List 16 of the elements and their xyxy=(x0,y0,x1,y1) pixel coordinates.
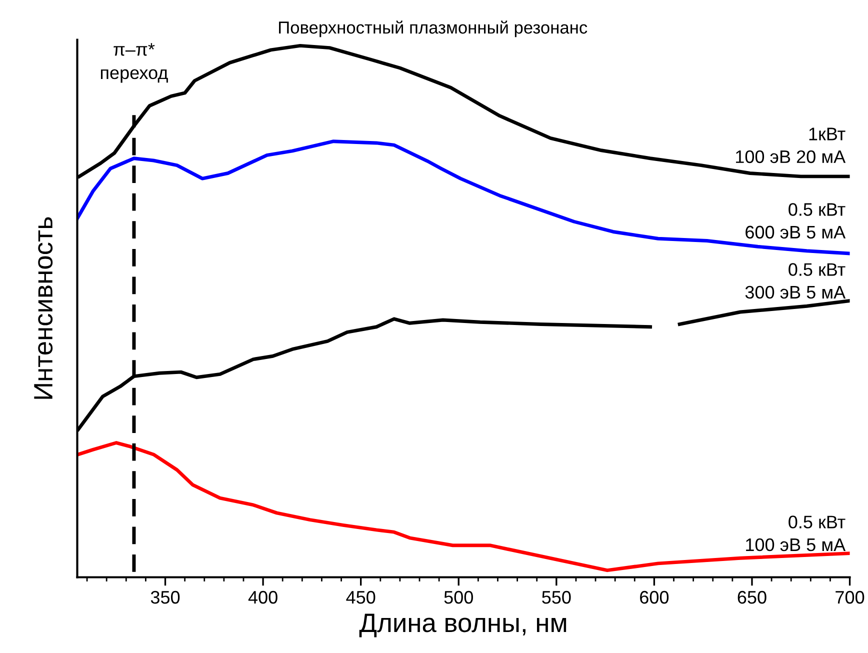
series-label: 0.5 кВт 300 эВ 5 мА xyxy=(745,263,846,299)
series-label: 0.5 кВт 100 эВ 5 мА xyxy=(746,516,846,552)
x-tick-label: 350 xyxy=(150,590,180,604)
chart-title: Поверхностный плазмонный резонанс xyxy=(279,20,588,38)
x-tick-label: 700 xyxy=(836,590,864,604)
ref-line-label: π–π* переход xyxy=(100,43,168,83)
x-tick-label: 600 xyxy=(640,590,669,604)
y-axis-title: Интенсивность xyxy=(34,217,53,399)
x-axis-title: Длина волны, нм xyxy=(359,614,566,638)
series-label: 1кВт 100 эВ 20 мА xyxy=(736,128,846,164)
x-tick-label: 500 xyxy=(444,590,473,604)
x-tick-label: 650 xyxy=(738,590,766,604)
x-tick-label: 450 xyxy=(346,590,376,604)
x-tick-label: 400 xyxy=(248,590,278,604)
x-tick-label: 550 xyxy=(542,590,571,604)
series-label: 0.5 кВт 600 эВ 5 мА xyxy=(746,203,846,239)
